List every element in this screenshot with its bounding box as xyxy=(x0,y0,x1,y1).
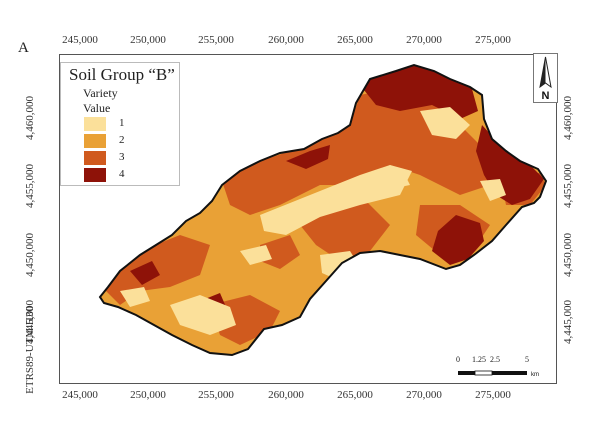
x-tick-bottom-5: 265,000 xyxy=(337,389,373,401)
legend-label-1: 1 xyxy=(119,117,125,129)
scale-unit: km xyxy=(531,372,539,378)
map-svg xyxy=(98,63,548,357)
y-tick-left-1: 4,460,000 xyxy=(24,96,36,140)
y-tick-left-3: 4,450,000 xyxy=(24,233,36,277)
x-tick-top-4: 260,000 xyxy=(268,34,304,46)
legend-label-2: 2 xyxy=(119,134,125,146)
y-tick-right-4: 4,445,000 xyxy=(562,300,574,344)
x-tick-bottom-6: 270,000 xyxy=(406,389,442,401)
crs-label: ETRS89-UTM H30 xyxy=(24,306,36,394)
panel-letter: A xyxy=(18,40,29,56)
x-tick-bottom-3: 255,000 xyxy=(198,389,234,401)
x-tick-top-5: 265,000 xyxy=(337,34,373,46)
scale-label-0: 0 xyxy=(456,355,460,364)
legend-swatch-2 xyxy=(84,134,106,148)
x-tick-bottom-1: 245,000 xyxy=(62,389,98,401)
legend-swatch-3 xyxy=(84,151,106,165)
y-tick-left-2: 4,455,000 xyxy=(24,164,36,208)
map-legend: Soil Group “B” Variety Value 1 2 3 4 xyxy=(60,62,180,186)
x-tick-bottom-7: 275,000 xyxy=(475,389,511,401)
y-tick-right-1: 4,460,000 xyxy=(562,96,574,140)
y-tick-right-3: 4,450,000 xyxy=(562,233,574,277)
north-label: N xyxy=(542,90,550,102)
y-tick-right-2: 4,455,000 xyxy=(562,164,574,208)
legend-title: Soil Group “B” xyxy=(69,65,175,84)
scale-label-2: 2.5 xyxy=(490,355,500,364)
north-arrow-icon: N xyxy=(533,53,558,103)
x-tick-top-2: 250,000 xyxy=(130,34,166,46)
legend-subtitle-variety: Variety xyxy=(83,86,118,100)
legend-swatch-1 xyxy=(84,117,106,131)
x-tick-bottom-4: 260,000 xyxy=(268,389,304,401)
x-tick-top-3: 255,000 xyxy=(198,34,234,46)
scale-bar: 0 1.25 2.5 5 km xyxy=(455,355,550,385)
watershed-boundary xyxy=(98,63,548,357)
scale-label-1: 1.25 xyxy=(472,355,486,364)
scale-label-3: 5 xyxy=(525,355,529,364)
map-frame xyxy=(59,54,557,384)
x-tick-top-7: 275,000 xyxy=(475,34,511,46)
legend-label-4: 4 xyxy=(119,168,125,180)
legend-swatch-4 xyxy=(84,168,106,182)
legend-subtitle-value: Value xyxy=(83,101,111,115)
legend-label-3: 3 xyxy=(119,151,125,163)
x-tick-top-1: 245,000 xyxy=(62,34,98,46)
x-tick-top-6: 270,000 xyxy=(406,34,442,46)
x-tick-bottom-2: 250,000 xyxy=(130,389,166,401)
